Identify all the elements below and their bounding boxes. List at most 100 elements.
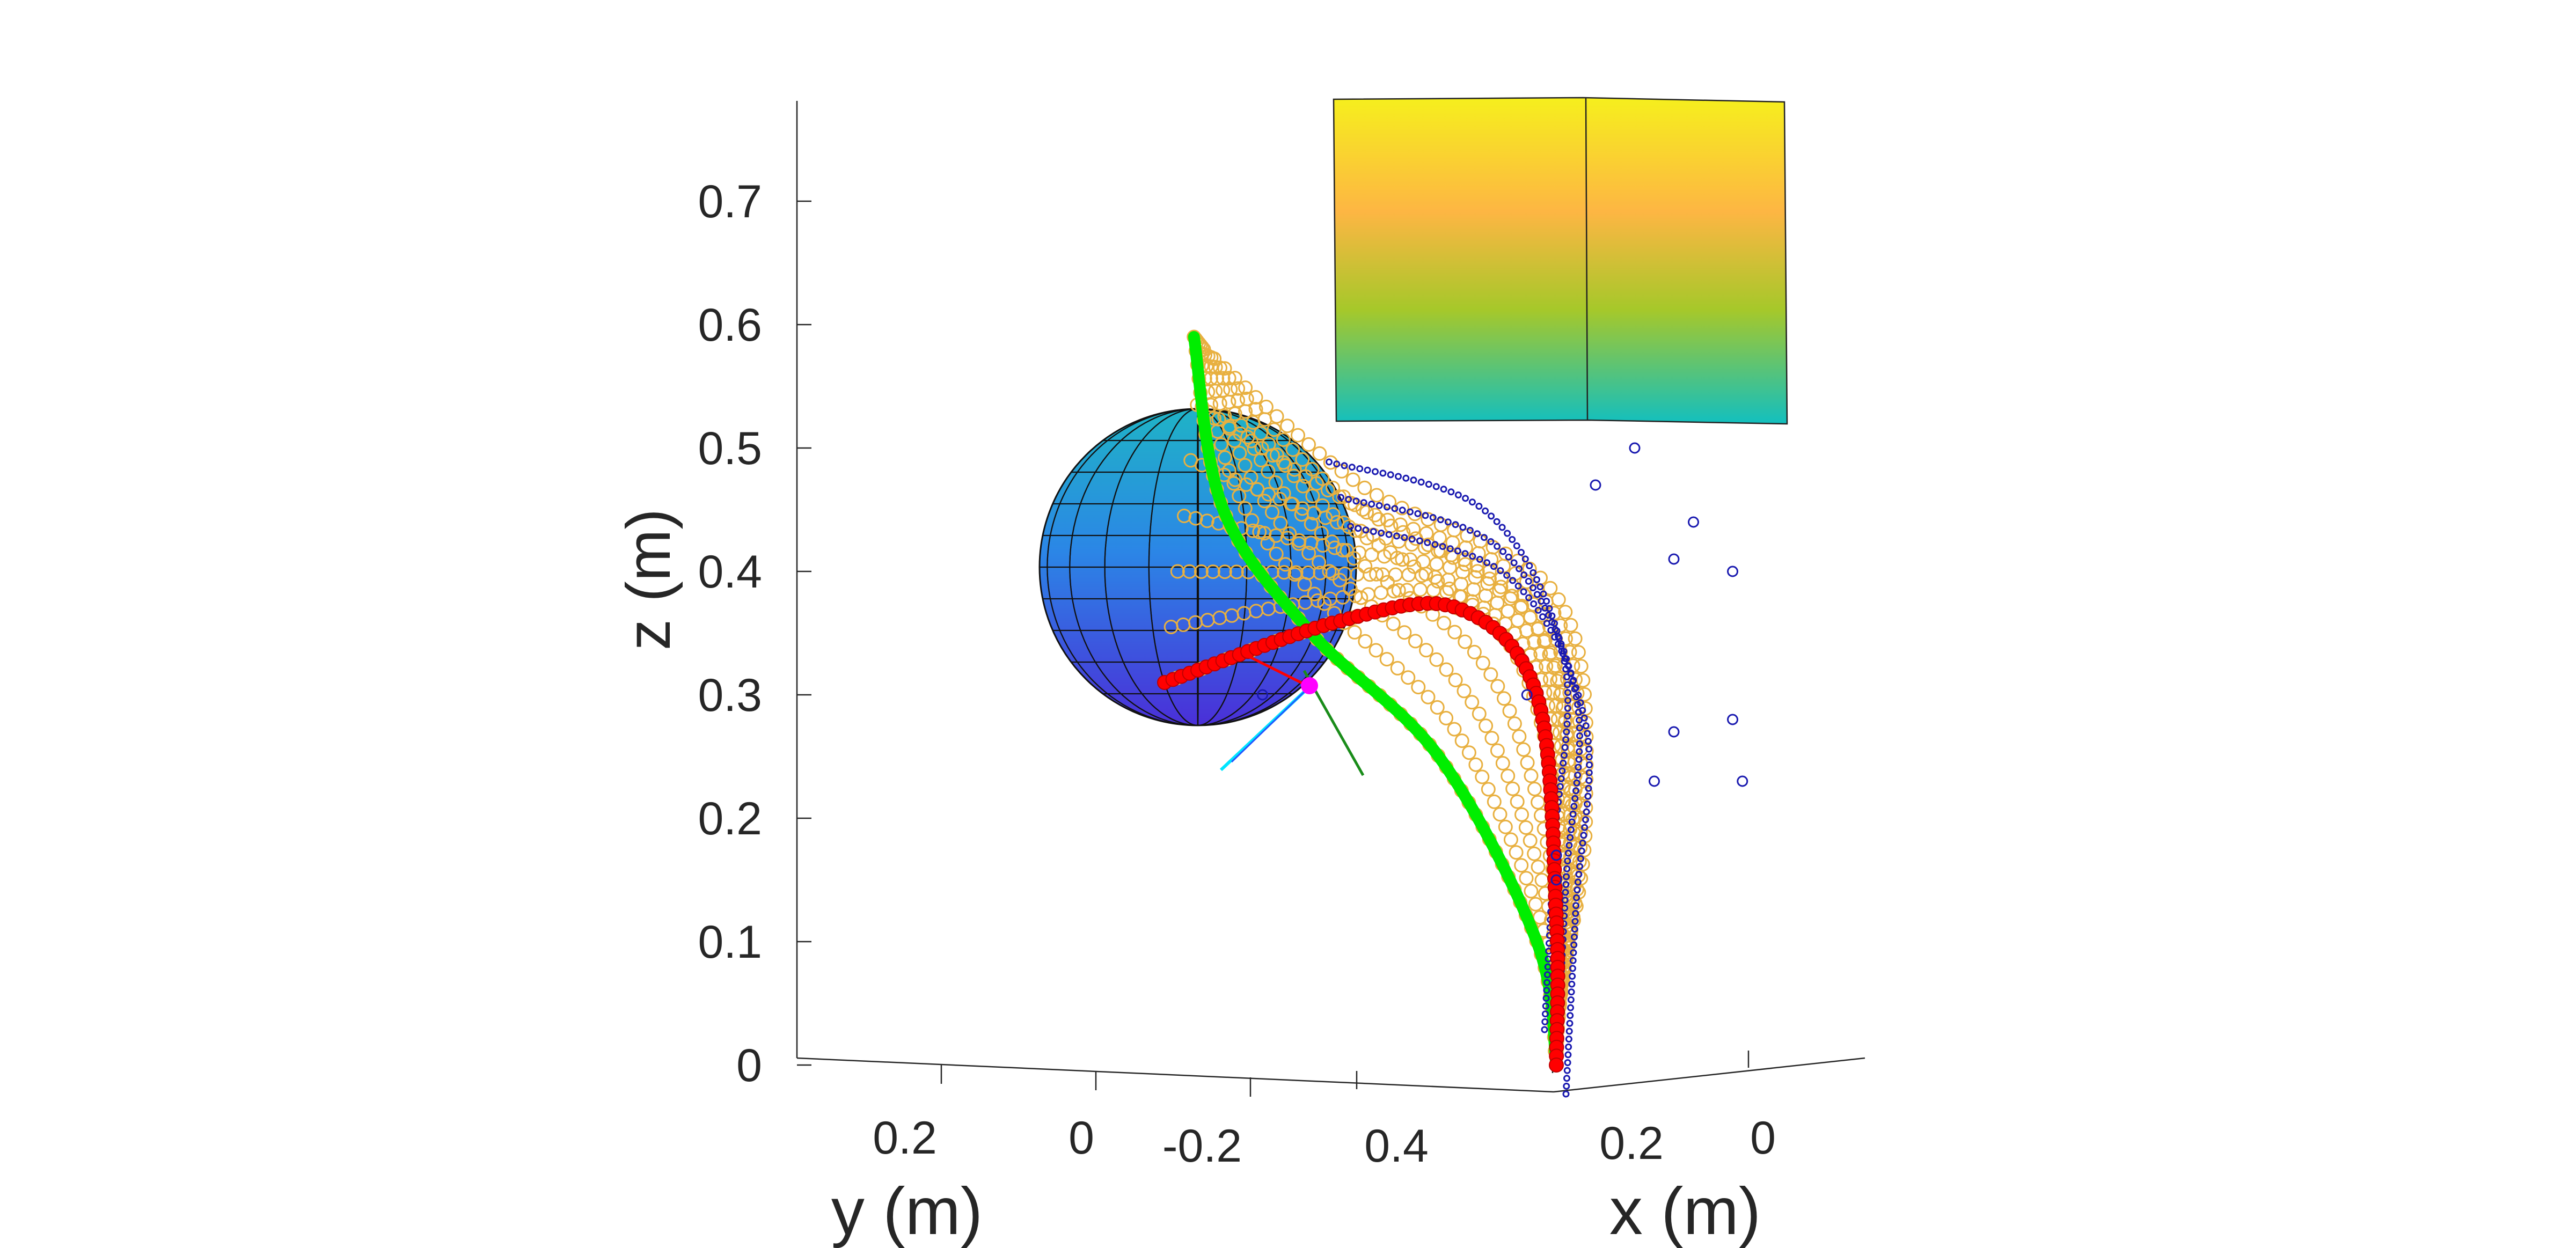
orange-marker [1188, 511, 1203, 526]
orange-marker [1359, 505, 1374, 520]
blue-marker [1474, 530, 1481, 538]
blue-marker [1542, 995, 1550, 1002]
blue-marker [1493, 518, 1501, 525]
blue-marker [1563, 873, 1570, 880]
z-tick-label: 0.4 [698, 546, 762, 598]
y-ticks [940, 1065, 1252, 1097]
orange-marker [1379, 652, 1394, 667]
blue-marker [1573, 894, 1580, 901]
orange-marker [1505, 781, 1520, 796]
orange-marker [1397, 625, 1412, 640]
orange-marker [1492, 807, 1507, 822]
x-axis-line [1553, 1057, 1865, 1093]
orange-marker [1390, 660, 1405, 676]
blue-marker [1407, 508, 1414, 516]
blue-marker [1567, 826, 1575, 833]
blue-marker [1422, 512, 1429, 519]
blue-marker [1509, 577, 1517, 584]
orange-marker [1199, 513, 1214, 528]
orange-marker [1487, 794, 1502, 809]
orange-marker [1524, 768, 1539, 783]
blue-marker [1563, 728, 1570, 736]
blue-marker [1562, 881, 1570, 888]
blue-marker [1576, 732, 1583, 739]
blue-marker [1391, 505, 1399, 512]
orange-marker [1509, 845, 1524, 860]
orange-marker [1518, 820, 1533, 835]
blue-marker [1562, 889, 1569, 896]
orange-marker [1458, 634, 1473, 649]
scatter-marker [1521, 689, 1533, 701]
blue-marker [1525, 594, 1533, 601]
orange-marker [1495, 756, 1510, 770]
blue-marker [1571, 917, 1579, 925]
blue-marker [1576, 863, 1584, 870]
orange-marker [1466, 582, 1481, 597]
blue-marker [1567, 834, 1574, 841]
y-tick-label: -0.2 [1162, 1120, 1242, 1172]
orange-marker [1483, 667, 1498, 682]
blue-marker [1574, 878, 1582, 886]
orange-marker [1532, 910, 1547, 925]
orange-marker [1291, 428, 1305, 443]
orange-marker [1218, 450, 1233, 465]
orange-marker [1309, 476, 1324, 491]
orange-marker [1367, 508, 1382, 523]
blue-marker [1561, 897, 1569, 904]
orange-marker [1301, 437, 1316, 452]
scatter-marker [1550, 874, 1562, 886]
blue-marker [1483, 559, 1491, 567]
scatter-marker [1668, 726, 1680, 738]
blue-marker [1542, 1010, 1549, 1018]
orange-marker [1182, 564, 1197, 579]
blue-marker [1520, 588, 1527, 596]
orange-marker [1481, 782, 1496, 797]
orange-marker [1258, 399, 1274, 414]
orange-marker [1527, 846, 1542, 861]
blue-marker [1563, 865, 1571, 872]
blue-marker [1360, 499, 1367, 506]
end-effector-marker [1301, 677, 1318, 694]
blue-marker [1585, 753, 1593, 761]
blue-marker [1569, 957, 1577, 964]
orange-marker [1305, 488, 1320, 503]
blue-marker [1571, 795, 1579, 802]
blue-marker [1459, 524, 1467, 531]
blue-marker [1520, 571, 1528, 578]
scatter-marker [1737, 775, 1748, 787]
box-face [1333, 97, 1788, 425]
red-marker-series [1157, 596, 1565, 1073]
orange-marker [1265, 505, 1279, 520]
blue-marker [1579, 707, 1586, 714]
y-axis-label: y (m) [831, 1174, 983, 1248]
blue-marker [1541, 1026, 1548, 1033]
x-tick-labels: 0.4 0.2 0 [1364, 1112, 1776, 1172]
blue-marker [1571, 933, 1578, 941]
orange-marker [1406, 522, 1421, 537]
orange-marker [1458, 540, 1473, 555]
orange-marker [1554, 685, 1569, 700]
scatter-marker [1727, 566, 1738, 577]
blue-marker [1440, 486, 1447, 493]
blue-marker [1577, 699, 1584, 707]
orange-marker [1478, 588, 1493, 603]
orange-marker [1260, 535, 1275, 550]
blue-marker [1564, 704, 1571, 712]
blue-marker [1364, 466, 1371, 474]
orange-marker [1332, 489, 1347, 504]
orange-marker [1248, 390, 1263, 405]
orange-marker [1296, 479, 1311, 494]
blue-marker [1541, 604, 1549, 612]
orange-marker [1454, 733, 1469, 748]
blue-marker [1561, 744, 1569, 751]
blue-marker [1555, 640, 1562, 648]
blue-marker [1585, 769, 1593, 776]
blue-marker [1446, 545, 1454, 553]
blue-marker [1488, 512, 1495, 520]
blue-marker [1521, 555, 1529, 563]
orange-marker [1205, 564, 1220, 579]
orange-marker [1243, 470, 1258, 485]
blue-marker [1542, 1002, 1549, 1010]
orange-marker [1503, 832, 1518, 847]
orange-marker [1514, 599, 1529, 613]
